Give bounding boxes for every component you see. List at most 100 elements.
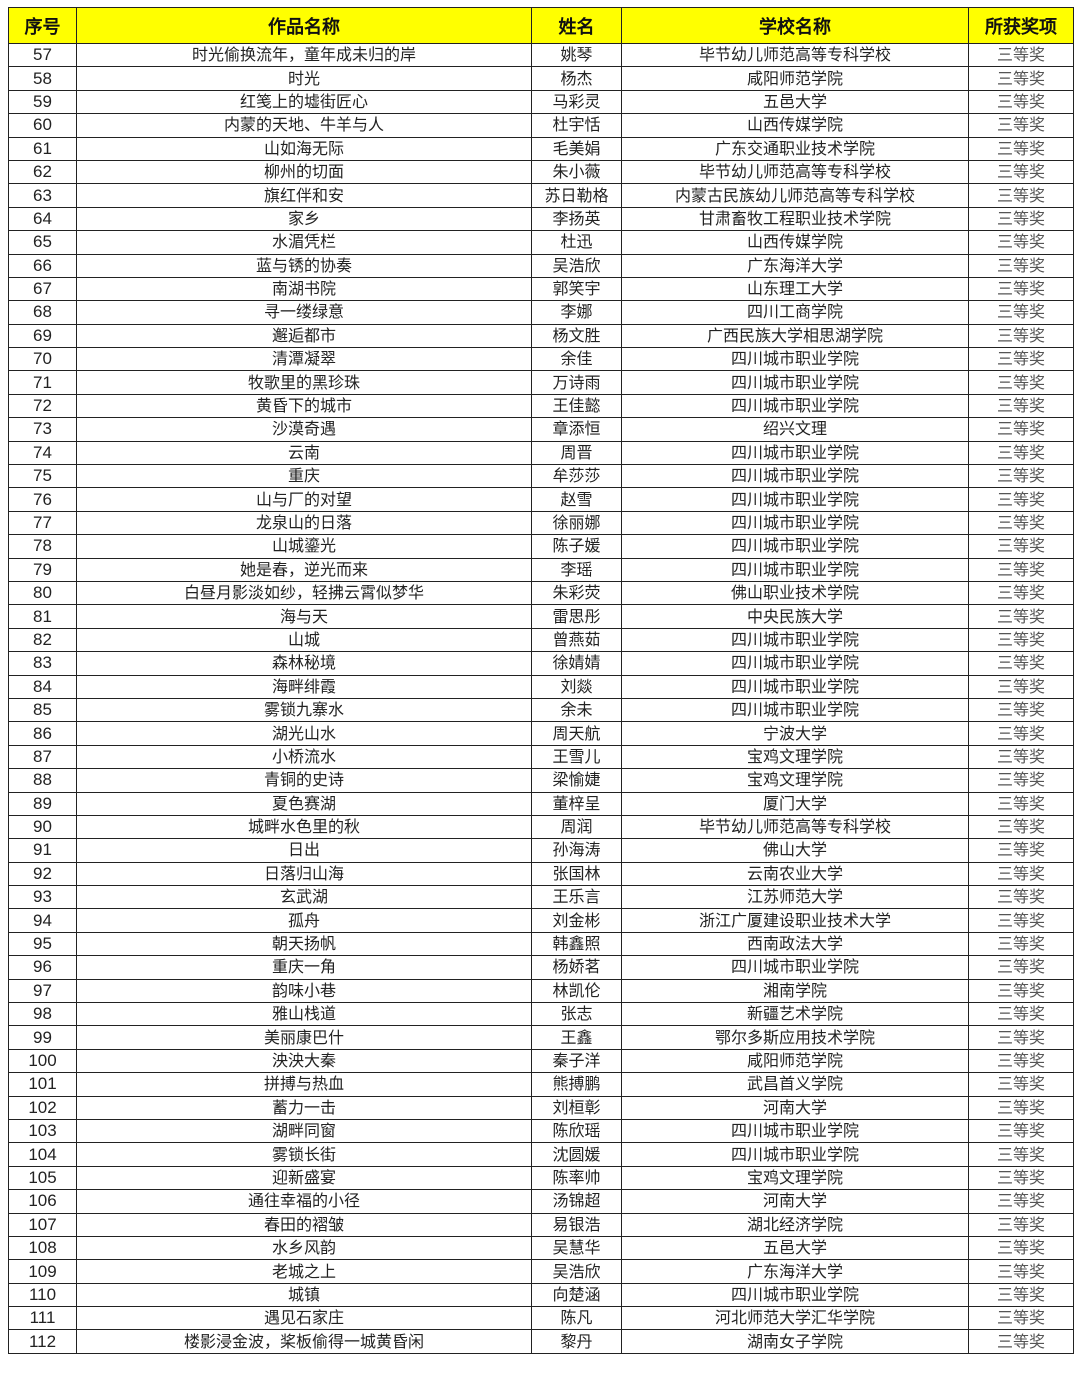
- table-row: 110 城镇 向楚涵 四川城市职业学院 三等奖: [8, 1282, 1074, 1308]
- author-name: 李娜: [531, 300, 622, 325]
- author-name: 王乐言: [531, 885, 622, 910]
- author-name: 杜宇恬: [531, 113, 622, 138]
- row-index: 92: [8, 861, 77, 887]
- author-name: 杨杰: [531, 66, 622, 91]
- award: 三等奖: [968, 955, 1074, 980]
- table-row: 82 山城 曾燕茹 四川城市职业学院 三等奖: [8, 627, 1074, 653]
- author-name: 韩鑫照: [531, 931, 622, 957]
- row-index: 104: [8, 1142, 77, 1167]
- table-row: 63 旗红伴和安 苏日勒格 内蒙古民族幼儿师范高等专科学校 三等奖: [8, 183, 1074, 208]
- row-index: 62: [8, 159, 77, 185]
- award: 三等奖: [968, 66, 1074, 91]
- school-name: 四川城市职业学院: [621, 955, 969, 980]
- row-index: 96: [8, 955, 77, 980]
- school-name: 四川城市职业学院: [621, 487, 969, 512]
- table-row: 91 日出 孙海涛 佛山大学 三等奖: [8, 838, 1074, 863]
- award: 三等奖: [968, 791, 1074, 816]
- row-index: 64: [8, 206, 77, 232]
- author-name: 毛美娟: [531, 136, 622, 161]
- school-name: 五邑大学: [621, 1235, 969, 1261]
- work-title: 楼影浸金波，桨板偷得一城黄昏闲: [76, 1329, 532, 1354]
- school-name: 中央民族大学: [621, 604, 969, 629]
- award: 三等奖: [968, 1282, 1074, 1308]
- author-name: 周晋: [531, 440, 622, 466]
- work-title: 她是春，逆光而来: [76, 557, 532, 582]
- author-name: 张国林: [531, 861, 622, 887]
- work-title: 龙泉山的日落: [76, 510, 532, 536]
- table-row: 64 家乡 李扬英 甘肃畜牧工程职业技术学院 三等奖: [8, 206, 1074, 232]
- row-index: 105: [8, 1165, 77, 1191]
- row-index: 77: [8, 510, 77, 536]
- award: 三等奖: [968, 557, 1074, 582]
- work-title: 寻一缕绿意: [76, 300, 532, 325]
- author-name: 赵雪: [531, 487, 622, 512]
- row-index: 111: [8, 1306, 77, 1331]
- work-title: 日出: [76, 838, 532, 863]
- row-index: 86: [8, 721, 77, 746]
- award: 三等奖: [968, 323, 1074, 349]
- author-name: 雷思彤: [531, 604, 622, 629]
- school-name: 浙江广厦建设职业技术大学: [621, 908, 969, 933]
- award: 三等奖: [968, 136, 1074, 161]
- work-title: 黄昏下的城市: [76, 393, 532, 419]
- award: 三等奖: [968, 604, 1074, 629]
- work-title: 春田的褶皱: [76, 1212, 532, 1237]
- work-title: 山城鎏光: [76, 534, 532, 559]
- row-index: 59: [8, 89, 77, 115]
- award: 三等奖: [968, 861, 1074, 887]
- author-name: 刘金彬: [531, 908, 622, 933]
- award: 三等奖: [968, 580, 1074, 606]
- school-name: 四川城市职业学院: [621, 393, 969, 419]
- work-title: 红笺上的墟街匠心: [76, 89, 532, 115]
- author-name: 易银浩: [531, 1212, 622, 1237]
- award: 三等奖: [968, 908, 1074, 933]
- author-name: 杨文胜: [531, 323, 622, 349]
- table-row: 70 清潭凝翠 余佳 四川城市职业学院 三等奖: [8, 347, 1074, 372]
- header-school: 学校名称: [621, 7, 969, 44]
- author-name: 李瑶: [531, 557, 622, 582]
- work-title: 白昼月影淡如纱，轻拂云霄似梦华: [76, 580, 532, 606]
- row-index: 95: [8, 931, 77, 957]
- row-index: 63: [8, 183, 77, 208]
- author-name: 陈凡: [531, 1306, 622, 1331]
- work-title: 水湄凭栏: [76, 230, 532, 255]
- school-name: 绍兴文理: [621, 417, 969, 442]
- table-row: 57 时光偷换流年，童年成未归的岸 姚琴 毕节幼儿师范高等专科学校 三等奖: [8, 42, 1074, 68]
- author-name: 牟莎莎: [531, 464, 622, 489]
- row-index: 110: [8, 1282, 77, 1308]
- school-name: 四川工商学院: [621, 300, 969, 325]
- author-name: 朱小薇: [531, 159, 622, 185]
- row-index: 94: [8, 908, 77, 933]
- award: 三等奖: [968, 627, 1074, 653]
- award: 三等奖: [968, 230, 1074, 255]
- work-title: 家乡: [76, 206, 532, 232]
- work-title: 泱泱大秦: [76, 1048, 532, 1074]
- work-title: 雅山栈道: [76, 1002, 532, 1027]
- author-name: 杨娇茗: [531, 955, 622, 980]
- author-name: 杜迅: [531, 230, 622, 255]
- award: 三等奖: [968, 253, 1074, 278]
- work-title: 雾锁长街: [76, 1142, 532, 1167]
- work-title: 迎新盛宴: [76, 1165, 532, 1191]
- work-title: 海与天: [76, 604, 532, 629]
- row-index: 82: [8, 627, 77, 653]
- author-name: 黎丹: [531, 1329, 622, 1354]
- author-name: 熊搏鹏: [531, 1072, 622, 1097]
- author-name: 万诗雨: [531, 370, 622, 395]
- table-row: 111 遇见石家庄 陈凡 河北师范大学汇华学院 三等奖: [8, 1306, 1074, 1331]
- row-index: 99: [8, 1025, 77, 1050]
- row-index: 108: [8, 1235, 77, 1261]
- table-row: 80 白昼月影淡如纱，轻拂云霄似梦华 朱彩荧 佛山职业技术学院 三等奖: [8, 580, 1074, 606]
- table-row: 59 红笺上的墟街匠心 马彩灵 五邑大学 三等奖: [8, 89, 1074, 115]
- table-row: 93 玄武湖 王乐言 江苏师范大学 三等奖: [8, 885, 1074, 910]
- award: 三等奖: [968, 1329, 1074, 1354]
- school-name: 云南农业大学: [621, 861, 969, 887]
- school-name: 宝鸡文理学院: [621, 768, 969, 793]
- school-name: 武昌首义学院: [621, 1072, 969, 1097]
- work-title: 夏色赛湖: [76, 791, 532, 816]
- author-name: 徐丽娜: [531, 510, 622, 536]
- table-row: 61 山如海无际 毛美娟 广东交通职业技术学院 三等奖: [8, 136, 1074, 161]
- award: 三等奖: [968, 978, 1074, 1004]
- table-row: 105 迎新盛宴 陈率帅 宝鸡文理学院 三等奖: [8, 1165, 1074, 1191]
- award: 三等奖: [968, 113, 1074, 138]
